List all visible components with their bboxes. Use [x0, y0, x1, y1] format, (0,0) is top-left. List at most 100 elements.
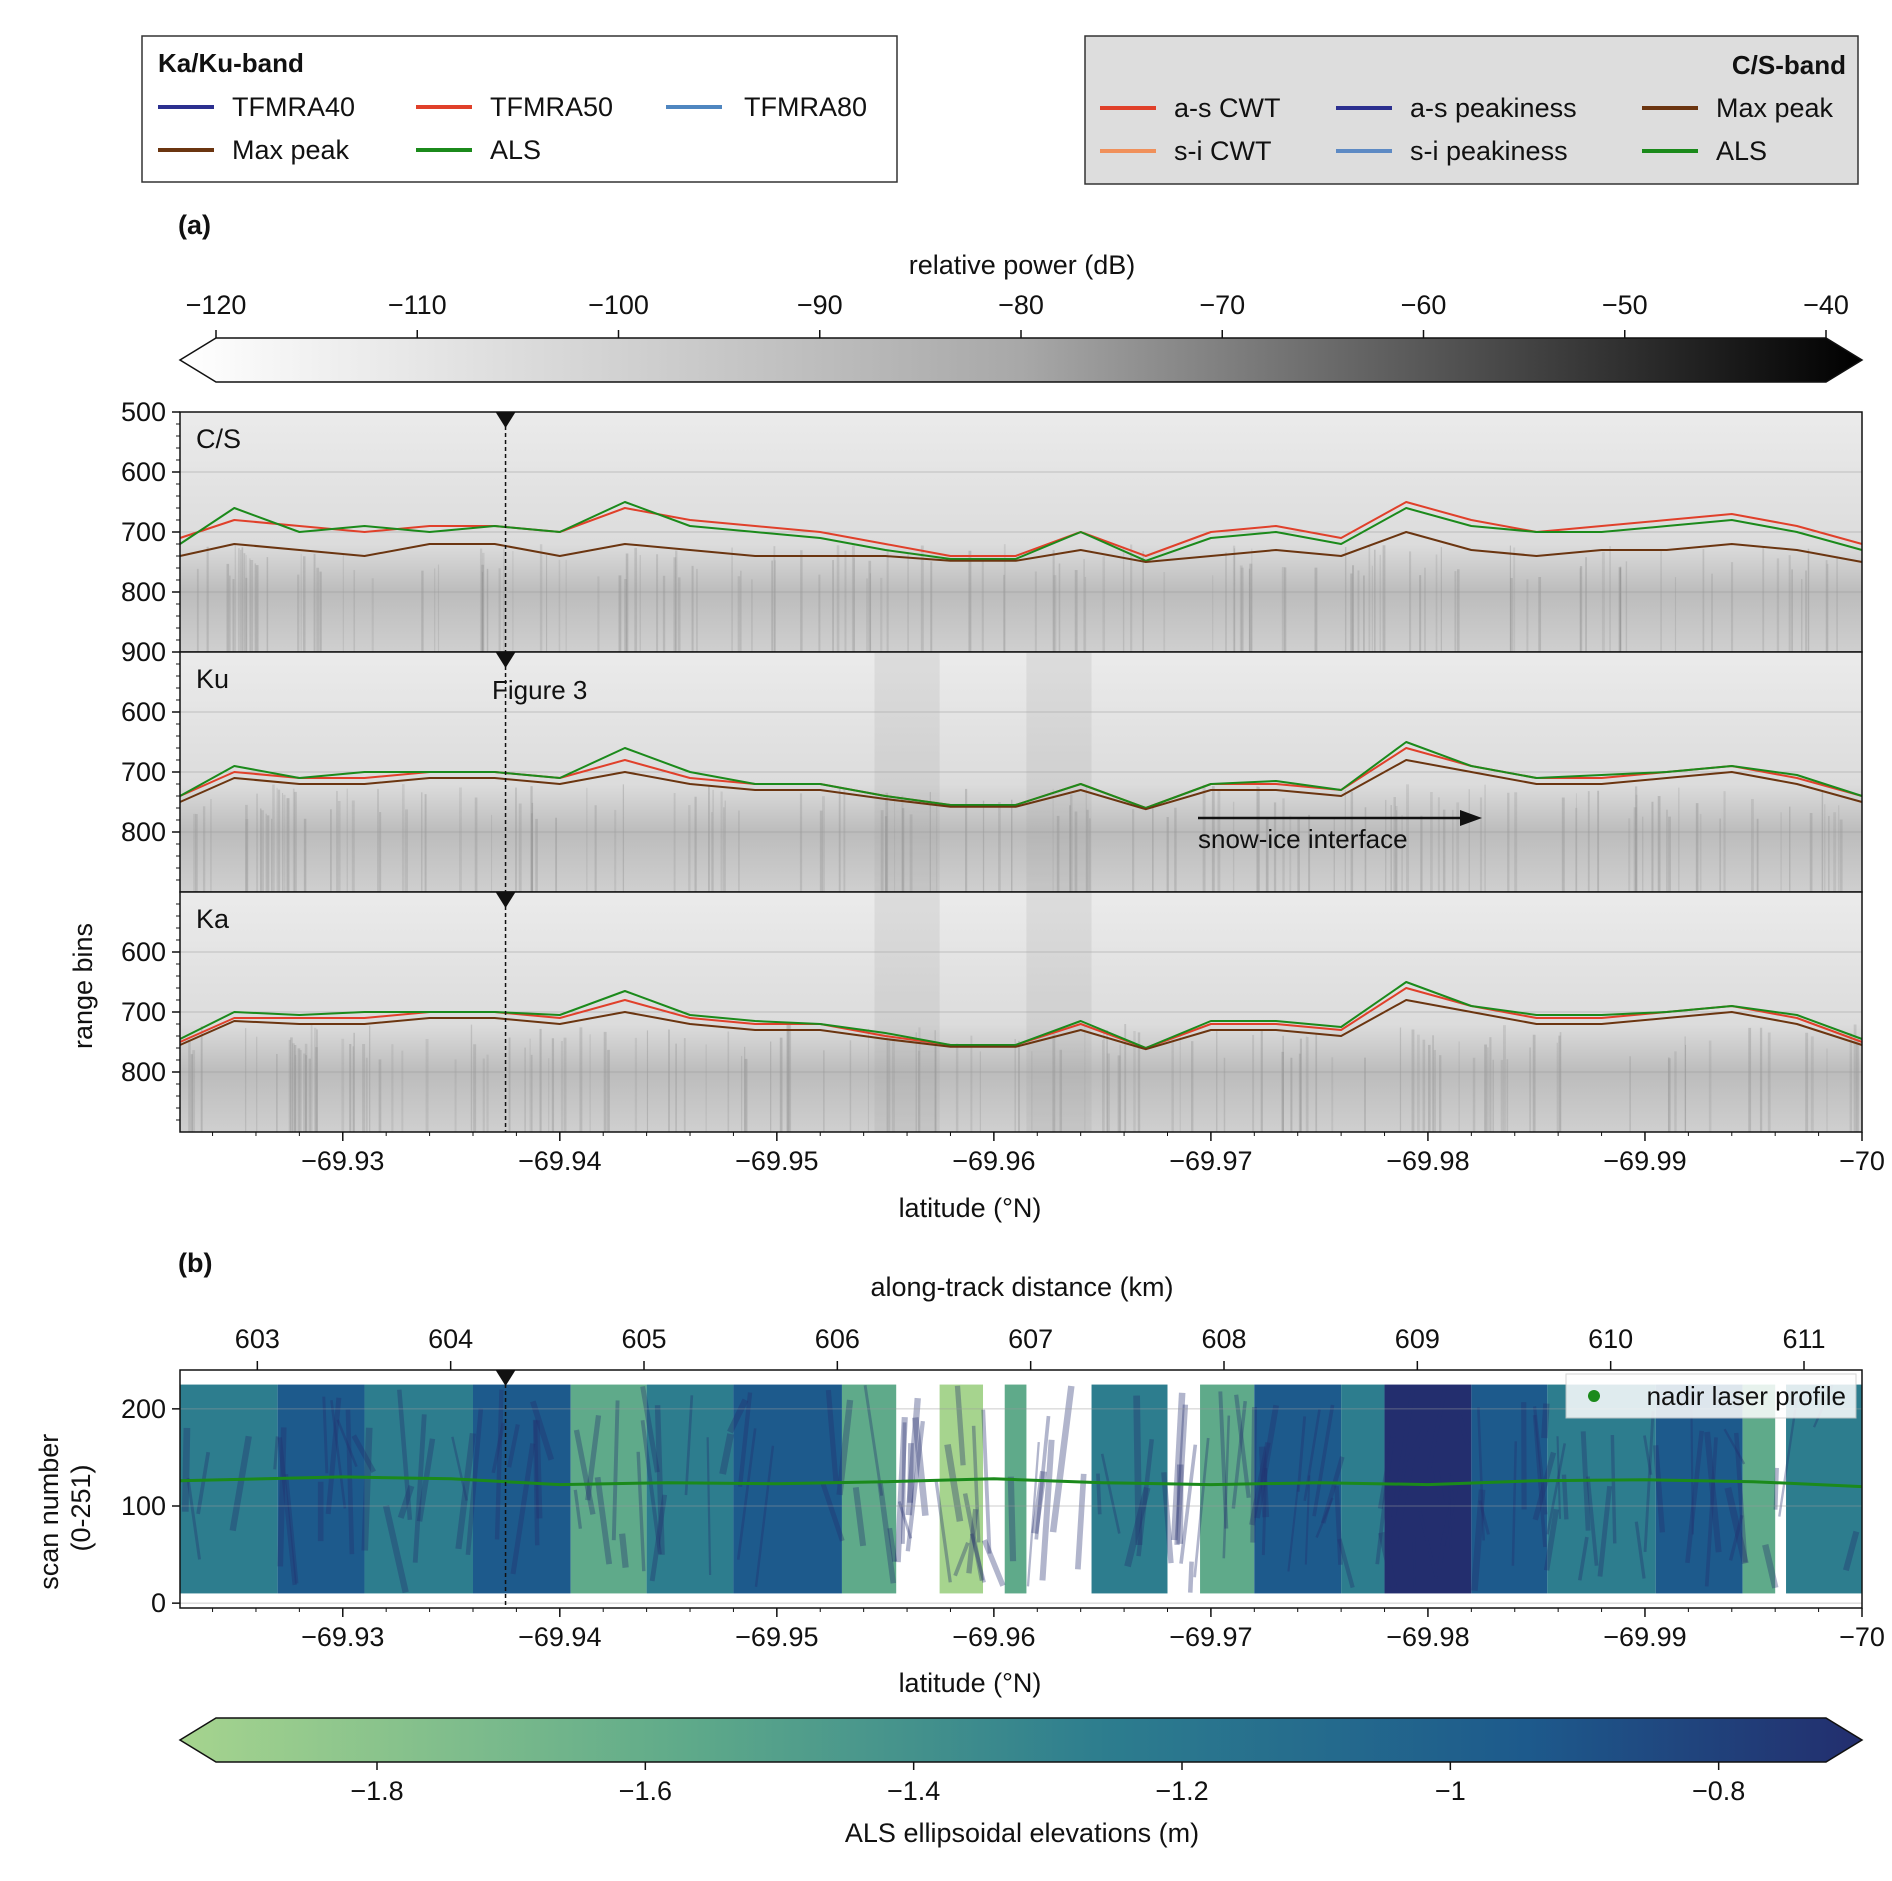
marker-triangle: [495, 1370, 516, 1386]
als-swath-segment: [841, 1384, 897, 1594]
legend-label: a-s CWT: [1174, 93, 1280, 123]
als-texture-streak: [1170, 1392, 1186, 1541]
snow-ice-arrowhead: [1460, 810, 1482, 826]
marker-triangle: [495, 412, 516, 428]
als-texture-streak: [969, 1533, 986, 1583]
legend-label: TFMRA80: [744, 92, 867, 122]
als-texture-streak: [1586, 1476, 1599, 1566]
als-texture-streak: [1312, 1404, 1335, 1517]
als-texture-streak: [1728, 1514, 1744, 1561]
als-texture-streak: [1843, 1530, 1860, 1572]
als-texture-streak: [1049, 1385, 1075, 1533]
als-texture-streak: [229, 1435, 252, 1532]
als-texture-streak: [1026, 1442, 1040, 1587]
power-colorbar-tick-label: −70: [1199, 290, 1245, 320]
als-texture-streak: [905, 1397, 921, 1516]
als-texture-streak: [1390, 1458, 1415, 1545]
als-swath-segment: [1004, 1384, 1027, 1594]
als-texture-streak: [573, 1489, 583, 1529]
figure3-annotation: Figure 3: [492, 675, 587, 705]
als-texture-streak: [412, 1414, 427, 1563]
als-texture-streak: [1136, 1439, 1154, 1557]
als-texture-streak: [1704, 1431, 1722, 1553]
legend-label: TFMRA50: [490, 92, 613, 122]
als-texture-streak: [451, 1436, 468, 1501]
als-texture-streak: [1378, 1531, 1397, 1588]
als-texture-streak: [1034, 1415, 1051, 1540]
legend-cs-title: C/S-band: [1732, 50, 1846, 80]
als-texture-streak: [1597, 1485, 1613, 1577]
als-swath-segment: [939, 1384, 984, 1594]
als-texture-streak: [1375, 1436, 1394, 1565]
power-colorbar-tick-label: −120: [186, 290, 247, 320]
x-tick-label: −69.99: [1603, 1622, 1686, 1652]
x-tick-label: −69.95: [735, 1146, 818, 1176]
legend-label: TFMRA40: [232, 92, 355, 122]
als-texture-streak: [1250, 1407, 1258, 1543]
als-texture-streak: [897, 1501, 913, 1539]
als-texture-streak: [1418, 1510, 1438, 1579]
als-texture-streak: [825, 1389, 839, 1484]
als-texture-streak: [611, 1400, 620, 1541]
series-line-als: [179, 501, 1863, 562]
power-colorbar-tick-label: −80: [998, 290, 1044, 320]
legend-label: Max peak: [232, 135, 350, 165]
als-texture-streak: [284, 1474, 299, 1584]
series-line-max-peak: [179, 999, 1863, 1051]
legend-kaku: Ka/Ku-band TFMRA40 TFMRA50 TFMRA80 Max p…: [141, 35, 898, 183]
als-texture-streak: [649, 1494, 668, 1582]
power-colorbar: [178, 337, 1864, 383]
als-texture-streak: [1408, 1425, 1429, 1459]
als-texture-streak: [585, 1415, 602, 1501]
x-tick-label: −69.94: [518, 1622, 601, 1652]
als-texture-streak: [1075, 1473, 1087, 1570]
nadir-legend-box: [1565, 1373, 1857, 1419]
als-texture-streak: [754, 1445, 775, 1587]
als-swath-segment: [1200, 1384, 1255, 1594]
als-texture-streak: [1179, 1444, 1198, 1564]
als-texture-streak: [196, 1451, 211, 1515]
als-texture-streak: [1477, 1407, 1485, 1541]
als-texture-streak: [619, 1533, 629, 1568]
y-tick-label: 600: [121, 697, 166, 727]
distance-tick-label: 607: [1008, 1324, 1053, 1354]
als-texture-streak: [654, 1405, 665, 1555]
series-line-max-peak: [179, 531, 1863, 563]
als-texture-streak: [181, 1427, 191, 1512]
als-texture-streak: [934, 1480, 952, 1583]
legend-kaku-title: Ka/Ku-band: [158, 48, 304, 78]
x-tick-label: −69.98: [1386, 1622, 1469, 1652]
als-texture-streak: [719, 1433, 735, 1475]
als-texture-streak: [971, 1425, 981, 1543]
x-tick-label: −69.93: [301, 1622, 384, 1652]
panel-label: Ka: [196, 904, 230, 934]
als-texture-streak: [900, 1422, 907, 1544]
y-tick-label: 700: [121, 997, 166, 1027]
power-colorbar-tick-label: −60: [1401, 290, 1447, 320]
als-texture-streak: [1161, 1472, 1174, 1564]
nadir-legend: nadir laser profile: [1565, 1373, 1857, 1419]
als-swath-segment: [472, 1384, 571, 1594]
distance-axis-label: along-track distance (km): [870, 1272, 1173, 1302]
y-tick-label: 500: [121, 397, 166, 427]
als-texture-streak: [1634, 1521, 1646, 1579]
als-texture-streak: [887, 1527, 898, 1562]
x-ticks-b: −69.93 −69.94 −69.95 −69.96 −69.97 −69.98 −69.…: [212, 1608, 1885, 1652]
als-texture-streak: [465, 1408, 484, 1556]
als-texture-streak: [1174, 1404, 1189, 1546]
als-texture-streak: [277, 1437, 297, 1586]
als-texture-streak: [1436, 1531, 1448, 1570]
als-texture-streak: [1222, 1415, 1231, 1559]
als-texture-streak: [1303, 1409, 1321, 1502]
power-colorbar-ticks: −120 −110 −100 −90 −80 −70 −60 −50 −40: [186, 290, 1849, 338]
legend-label: Max peak: [1716, 93, 1834, 123]
als-texture-streak: [1556, 1436, 1562, 1519]
als-texture-streak: [1762, 1544, 1779, 1589]
als-swath-segment: [1384, 1384, 1472, 1594]
als-texture-streak: [491, 1422, 506, 1474]
als-texture-streak: [1440, 1484, 1460, 1546]
als-texture-streak: [1193, 1437, 1210, 1578]
als-texture-streak: [907, 1443, 914, 1503]
als-texture-streak: [1187, 1561, 1194, 1593]
als-texture-streak: [1296, 1416, 1307, 1492]
